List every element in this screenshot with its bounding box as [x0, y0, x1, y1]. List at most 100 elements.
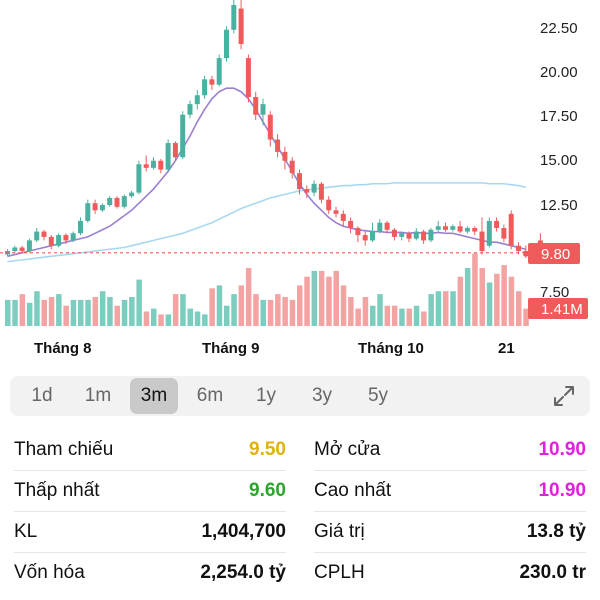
- candle-body: [443, 226, 448, 230]
- candle: [457, 220, 463, 234]
- volume-bar: [413, 305, 420, 326]
- candle-body: [421, 231, 427, 241]
- candle: [202, 75, 208, 99]
- volume-bar: [107, 297, 113, 326]
- candle-body: [508, 213, 514, 246]
- range-1d-button[interactable]: 1d: [31, 385, 53, 406]
- candle: [56, 233, 62, 248]
- candle-body: [304, 189, 310, 193]
- candle: [92, 199, 98, 214]
- stat-value: 9.60: [249, 480, 286, 501]
- candle: [443, 222, 448, 232]
- stat-shares-outstanding: CPLH 230.0 tr: [314, 553, 586, 593]
- candle-body: [187, 104, 193, 115]
- candle: [19, 245, 25, 253]
- volume-bar: [19, 294, 26, 326]
- candle-body: [129, 192, 135, 197]
- range-1m-button[interactable]: 1m: [84, 385, 112, 406]
- stat-label: CPLH: [314, 562, 365, 583]
- volume-bar: [494, 273, 500, 326]
- candle-body: [172, 143, 178, 158]
- candle: [143, 155, 149, 172]
- candle-body: [224, 29, 229, 59]
- candle: [238, 0, 244, 50]
- y-axis-label: 22.50: [540, 20, 578, 37]
- volume-bar: [26, 302, 33, 326]
- x-axis-label: Tháng 8: [34, 340, 92, 357]
- candle: [377, 219, 383, 234]
- candle-body: [289, 160, 295, 174]
- candle: [399, 231, 405, 241]
- candle: [107, 196, 113, 207]
- candle-body: [114, 197, 120, 207]
- candle-body: [428, 229, 434, 241]
- candle: [355, 226, 361, 243]
- volume-bar: [158, 314, 164, 326]
- candle: [172, 141, 178, 161]
- candle: [78, 217, 83, 236]
- candle-body: [56, 235, 62, 246]
- candle-body: [165, 143, 171, 170]
- stat-reference-price: Tham chiếu 9.50: [14, 430, 286, 471]
- volume-bar: [143, 311, 150, 326]
- candle: [70, 231, 76, 243]
- candle-body: [370, 231, 375, 241]
- candle: [12, 245, 18, 253]
- candle: [304, 185, 310, 198]
- candle-body: [464, 228, 470, 232]
- stat-label: Tham chiếu: [14, 439, 114, 460]
- volume-bar: [377, 294, 383, 326]
- candle: [391, 228, 397, 241]
- volume-bar: [523, 308, 529, 326]
- range-1y-button[interactable]: 1y: [255, 385, 277, 406]
- candle: [151, 157, 156, 170]
- expand-icon[interactable]: [552, 384, 576, 408]
- candle: [472, 226, 478, 236]
- volume-bar: [5, 299, 11, 326]
- stat-value: 2,254.0 tỷ: [200, 562, 286, 583]
- candle-body: [151, 160, 156, 168]
- candle: [413, 228, 419, 241]
- range-6m-button[interactable]: 6m: [196, 385, 224, 406]
- candle: [48, 235, 54, 250]
- candle-body: [209, 79, 215, 85]
- candle: [348, 217, 354, 234]
- candle: [245, 54, 251, 103]
- volume-bar: [289, 299, 296, 326]
- volume-bar: [63, 305, 69, 326]
- volume-bar: [92, 297, 99, 326]
- moving-averages: [7, 87, 526, 263]
- candle: [435, 220, 441, 232]
- candle-body: [501, 228, 507, 239]
- range-5y-button[interactable]: 5y: [367, 385, 389, 406]
- price-chart-svg: 22.50 20.00 17.50 15.00 12.50 7.50 9.80 …: [0, 0, 588, 357]
- candle-body: [202, 79, 208, 96]
- candle-body: [231, 4, 237, 30]
- volume-bar: [260, 299, 266, 326]
- price-chart[interactable]: 22.50 20.00 17.50 15.00 12.50 7.50 9.80 …: [0, 0, 600, 362]
- candle-body: [238, 8, 244, 44]
- candle: [253, 91, 259, 121]
- candle-body: [99, 205, 105, 211]
- volume-bar: [516, 291, 522, 326]
- volume-bar: [486, 282, 493, 326]
- stat-low-price: Thấp nhất 9.60: [14, 471, 286, 512]
- volume-bar: [348, 297, 354, 326]
- volume-bar: [85, 299, 91, 326]
- x-axis-labels: Tháng 8 Tháng 9 Tháng 10 21: [34, 340, 515, 357]
- volume-bar: [384, 305, 391, 326]
- range-3y-button[interactable]: 3y: [311, 385, 333, 406]
- candle: [362, 231, 368, 246]
- candle-body: [413, 231, 419, 239]
- volume-bar: [297, 285, 303, 326]
- volume-bar: [224, 305, 230, 326]
- volume-bar: [443, 291, 449, 326]
- y-axis-label: 7.50: [540, 284, 569, 301]
- candle: [267, 111, 273, 147]
- stat-value: 13.8 tỷ: [526, 521, 586, 542]
- x-axis-label: Tháng 10: [358, 340, 424, 357]
- range-3m-button[interactable]: 3m: [130, 378, 178, 414]
- candle-body: [472, 228, 478, 232]
- candle-body: [70, 233, 76, 241]
- candle-body: [340, 213, 346, 221]
